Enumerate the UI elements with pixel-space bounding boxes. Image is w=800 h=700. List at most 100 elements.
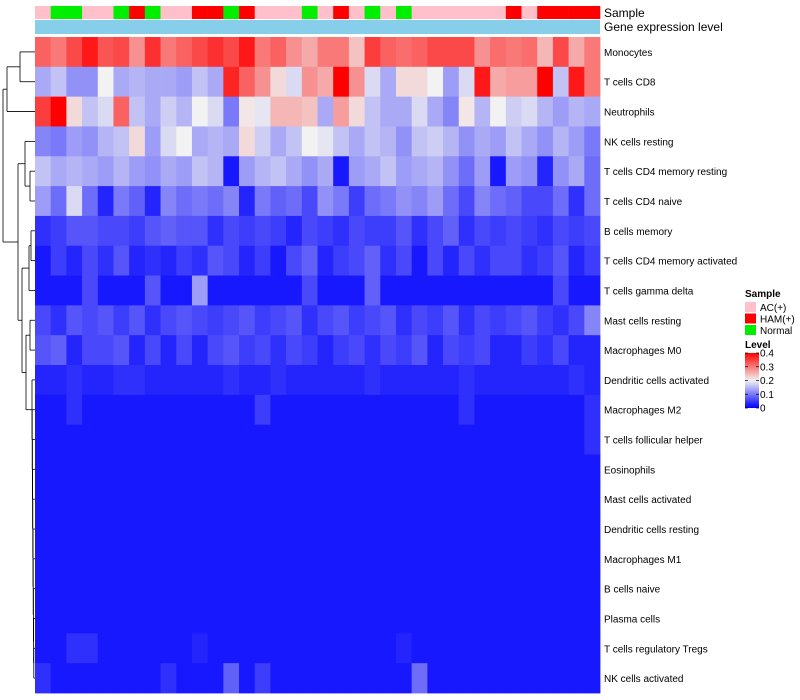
heatmap-cell bbox=[505, 543, 522, 575]
heatmap-cell bbox=[584, 126, 601, 157]
heatmap-cell bbox=[521, 37, 538, 68]
heatmap-cell bbox=[254, 394, 271, 426]
heatmap-cell bbox=[348, 275, 365, 306]
heatmap-cell bbox=[443, 215, 460, 247]
heatmap-cell bbox=[113, 215, 130, 247]
heatmap-cell bbox=[301, 454, 318, 485]
heatmap-cell bbox=[301, 275, 318, 306]
row-label: T cells CD4 memory resting bbox=[604, 167, 727, 178]
heatmap-cell bbox=[333, 126, 350, 157]
heatmap-cell bbox=[521, 305, 538, 336]
heatmap-cell bbox=[348, 573, 365, 604]
heatmap-cell bbox=[521, 663, 538, 694]
heatmap-cell bbox=[364, 305, 381, 336]
heatmap-cell bbox=[458, 126, 475, 157]
heatmap-cell bbox=[35, 245, 52, 276]
heatmap-cell bbox=[239, 484, 256, 515]
heatmap-cell bbox=[176, 37, 193, 68]
heatmap-cell bbox=[348, 37, 365, 68]
heatmap-cell bbox=[474, 245, 491, 276]
heatmap-cell bbox=[66, 245, 83, 276]
heatmap-cell bbox=[333, 633, 350, 664]
row-label: B cells naive bbox=[604, 585, 661, 596]
heatmap-cell bbox=[144, 454, 161, 485]
legend-sample-label: HAM(+) bbox=[760, 315, 795, 326]
heatmap-cell bbox=[380, 245, 397, 276]
heatmap-cell bbox=[144, 603, 161, 634]
heatmap-cell bbox=[333, 215, 350, 247]
heatmap-cell bbox=[395, 633, 413, 664]
heatmap-cell bbox=[144, 335, 161, 366]
heatmap-cell bbox=[537, 663, 554, 694]
heatmap-cell bbox=[270, 126, 287, 157]
heatmap-cell bbox=[50, 365, 67, 396]
legend-sample-title: Sample bbox=[745, 289, 781, 300]
heatmap-cell bbox=[348, 394, 365, 426]
heatmap-cell bbox=[144, 514, 161, 545]
row-label: Macrophages M1 bbox=[604, 555, 682, 566]
heatmap-cell bbox=[395, 484, 413, 515]
heatmap-cell bbox=[160, 454, 177, 485]
heatmap-cell bbox=[207, 96, 224, 127]
heatmap-cell bbox=[474, 96, 491, 127]
heatmap-cell bbox=[270, 663, 287, 694]
heatmap-cell bbox=[521, 96, 538, 127]
heatmap-cell bbox=[395, 335, 413, 366]
heatmap-cell bbox=[207, 335, 224, 366]
heatmap-cell bbox=[301, 186, 318, 217]
heatmap-cell bbox=[537, 514, 554, 545]
heatmap-cell bbox=[129, 335, 146, 366]
heatmap-cell bbox=[474, 573, 491, 604]
heatmap-cell bbox=[537, 454, 554, 485]
heatmap-cell bbox=[552, 37, 570, 68]
heatmap-cell bbox=[443, 37, 460, 68]
heatmap-cell bbox=[568, 424, 585, 455]
heatmap-cell bbox=[584, 633, 601, 664]
heatmap-cell bbox=[505, 156, 522, 187]
heatmap-cell bbox=[254, 305, 271, 336]
heatmap-cell bbox=[160, 514, 177, 545]
heatmap-cell bbox=[333, 66, 350, 98]
legend-sample-entries: AC(+)HAM(+)Normal bbox=[745, 302, 795, 337]
heatmap-cell bbox=[395, 603, 413, 634]
heatmap-cell bbox=[411, 394, 428, 426]
heatmap-cell bbox=[364, 335, 381, 366]
heatmap-cell bbox=[176, 573, 193, 604]
heatmap-cell bbox=[333, 573, 350, 604]
heatmap-cell bbox=[505, 37, 522, 68]
heatmap-cell bbox=[380, 514, 397, 545]
sample-annotation-cell bbox=[254, 6, 271, 19]
heatmap-cell bbox=[191, 573, 209, 604]
heatmap-cell bbox=[458, 394, 475, 426]
heatmap-cell bbox=[191, 96, 209, 127]
heatmap-cell bbox=[144, 663, 161, 694]
heatmap-cell bbox=[568, 365, 585, 396]
heatmap-cell bbox=[427, 663, 444, 694]
heatmap-cell bbox=[113, 126, 130, 157]
heatmap-cell bbox=[490, 126, 507, 157]
heatmap-cell bbox=[568, 335, 585, 366]
heatmap-cell bbox=[458, 543, 475, 575]
heatmap-cell bbox=[129, 96, 146, 127]
heatmap-cell bbox=[521, 633, 538, 664]
heatmap-cell bbox=[254, 126, 271, 157]
heatmap-cell bbox=[50, 37, 67, 68]
heatmap-cell bbox=[521, 514, 538, 545]
heatmap-cell bbox=[301, 514, 318, 545]
heatmap-cell bbox=[490, 156, 507, 187]
heatmap-cell bbox=[333, 156, 350, 187]
heatmap-cell bbox=[254, 663, 271, 694]
heatmap-cell bbox=[191, 275, 209, 306]
heatmap-cell bbox=[113, 603, 130, 634]
heatmap-cell bbox=[380, 96, 397, 127]
heatmap-cell bbox=[50, 215, 67, 247]
heatmap-cell bbox=[317, 514, 334, 545]
heatmap-cell bbox=[160, 245, 177, 276]
heatmap-cell bbox=[286, 454, 303, 485]
heatmap-cell bbox=[427, 66, 444, 98]
heatmap-cell bbox=[97, 186, 114, 217]
heatmap-cell bbox=[35, 126, 52, 157]
heatmap-cell bbox=[458, 37, 475, 68]
heatmap-cell bbox=[427, 394, 444, 426]
heatmap-cell bbox=[176, 633, 193, 664]
